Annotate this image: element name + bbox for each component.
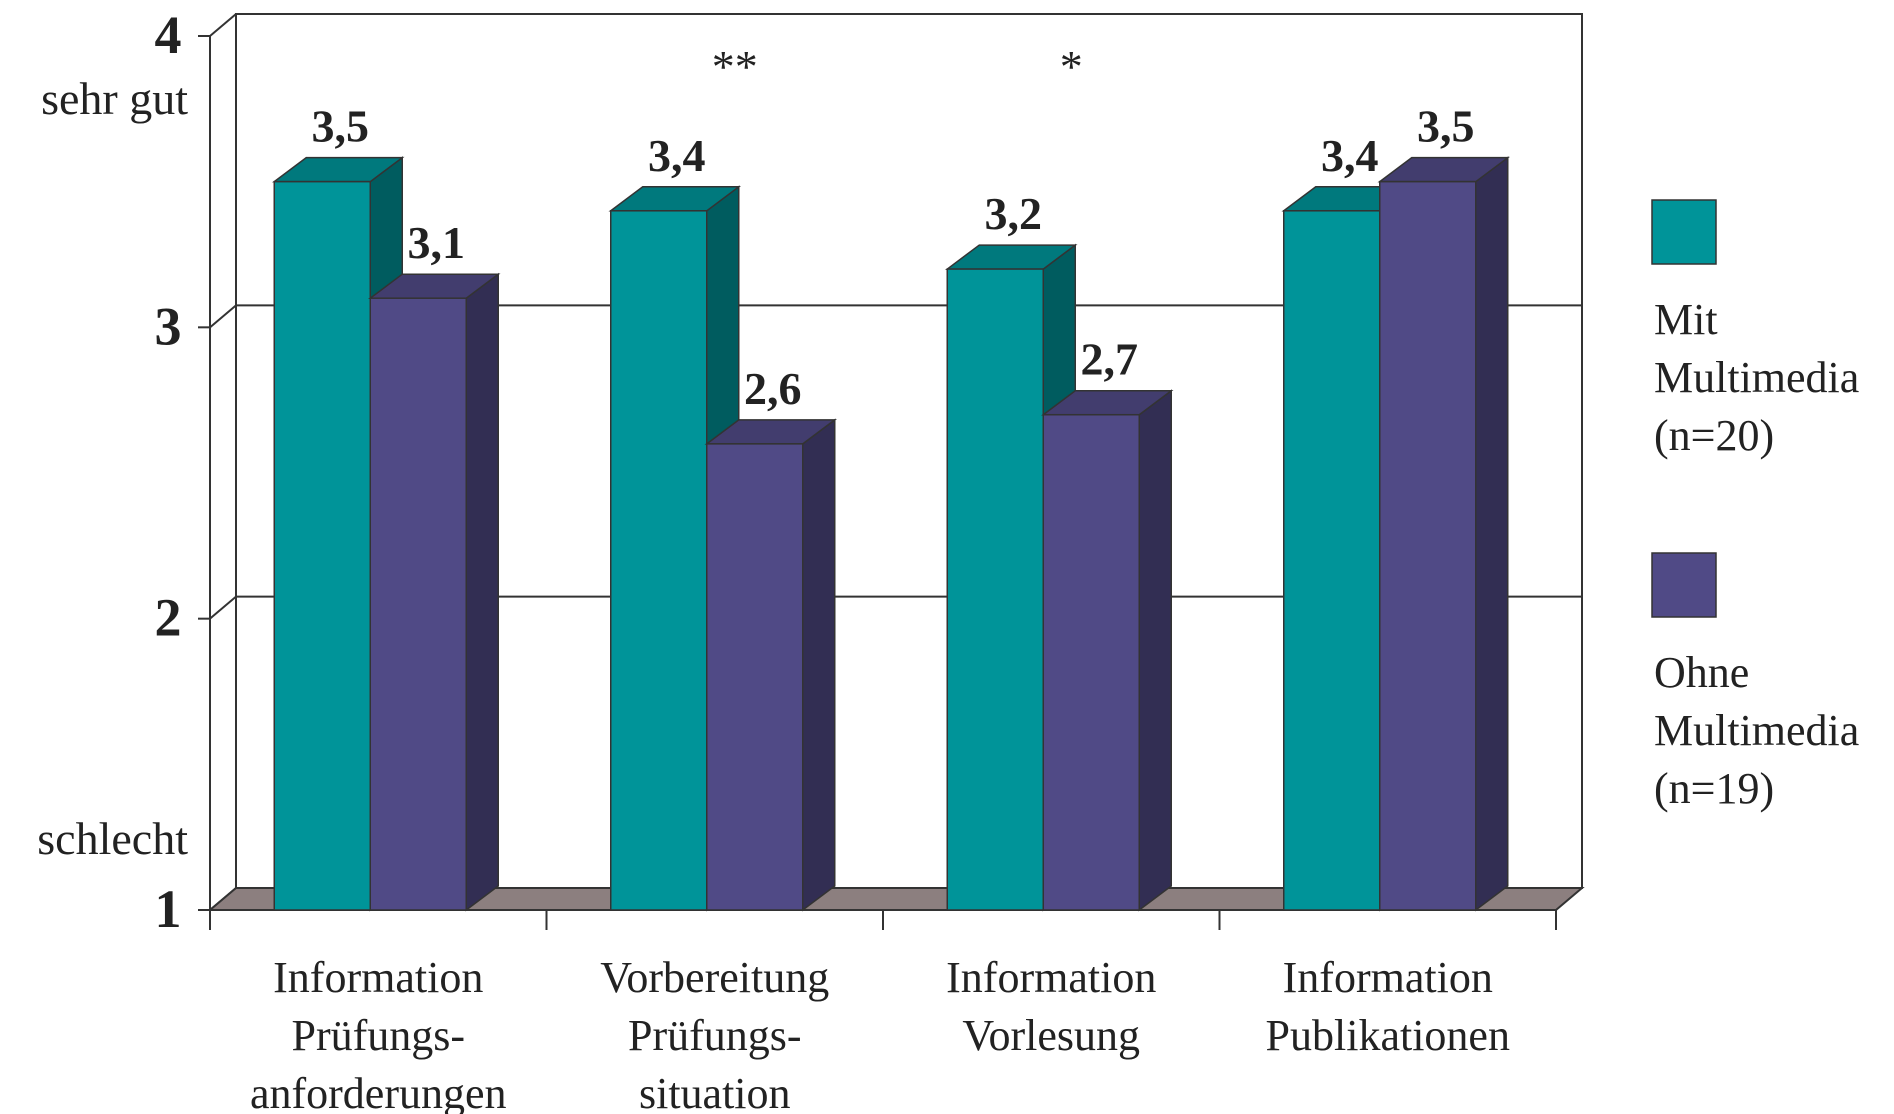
y-grid-depth xyxy=(209,304,237,329)
bar-front xyxy=(610,210,708,911)
category-label: Publikationen xyxy=(1266,1011,1510,1060)
y-label-bottom: schlecht xyxy=(37,813,188,864)
category-label: situation xyxy=(639,1069,791,1114)
data-label: 3,5 xyxy=(1417,101,1475,152)
bar-side xyxy=(802,418,836,912)
bar-side xyxy=(1138,389,1172,912)
legend-label: (n=19) xyxy=(1654,764,1774,813)
category-label: anforderungen xyxy=(250,1069,507,1114)
category-label: Information xyxy=(1283,953,1493,1002)
bar xyxy=(368,272,501,912)
y-axis-depth xyxy=(209,13,237,37)
legend-item: Ohne Multimedia (n=19) xyxy=(1651,552,1859,813)
legend-label: Ohne xyxy=(1654,648,1749,697)
y-tick-label: 3 xyxy=(155,296,182,356)
legend-label: (n=20) xyxy=(1654,411,1774,460)
legend-swatch xyxy=(1651,552,1717,618)
y-grid-depth xyxy=(209,595,237,620)
bars: 3,5 3,1 3,4 2,6 ** 3,2 2,7 * 3,4 3,5 xyxy=(272,41,1510,912)
bar xyxy=(1377,156,1510,912)
bar-front xyxy=(273,180,371,911)
legend-swatch xyxy=(1651,199,1717,265)
legend-label: Mit xyxy=(1654,295,1718,344)
bar-front xyxy=(1042,413,1140,911)
bar-front xyxy=(369,297,467,911)
bar xyxy=(1041,389,1174,912)
category-label: Vorlesung xyxy=(962,1011,1140,1060)
y-tick-label: 2 xyxy=(155,588,182,648)
data-label: 3,4 xyxy=(1321,130,1379,181)
bar-side xyxy=(1475,156,1509,912)
bar-front xyxy=(1283,210,1381,911)
bar-front xyxy=(946,268,1044,911)
category-label: Prüfungs- xyxy=(628,1011,802,1060)
data-label: 3,4 xyxy=(648,130,706,181)
data-label: 2,6 xyxy=(744,363,802,414)
y-tick-label: 4 xyxy=(155,5,182,65)
bar-front xyxy=(706,443,804,911)
y-axis: 1 2 3 4 sehr gut schlecht xyxy=(37,5,237,939)
bar xyxy=(704,418,837,912)
data-label: 3,5 xyxy=(312,101,370,152)
x-axis: Information Prüfungs-anforderungen Vorbere… xyxy=(209,909,1557,1114)
data-label: 2,7 xyxy=(1081,334,1139,385)
bar-side xyxy=(465,272,499,912)
bar-front xyxy=(1379,180,1477,911)
legend-label: Multimedia xyxy=(1654,706,1859,755)
category-label: Prüfungs- xyxy=(291,1011,465,1060)
y-label-top: sehr gut xyxy=(41,73,188,124)
category-label: Information xyxy=(946,953,1156,1002)
legend: Mit Multimedia (n=20) Ohne Multimedia (n=19) xyxy=(1651,199,1859,813)
data-label: 3,2 xyxy=(985,188,1043,239)
significance-marker: ** xyxy=(712,41,758,92)
data-label: 3,1 xyxy=(408,217,466,268)
y-tick-label: 1 xyxy=(155,879,182,939)
category-label: Vorbereitung xyxy=(600,953,829,1002)
category-label: Information xyxy=(273,953,483,1002)
legend-label: Multimedia xyxy=(1654,353,1859,402)
legend-item: Mit Multimedia (n=20) xyxy=(1651,199,1859,460)
significance-marker: * xyxy=(1060,41,1083,92)
